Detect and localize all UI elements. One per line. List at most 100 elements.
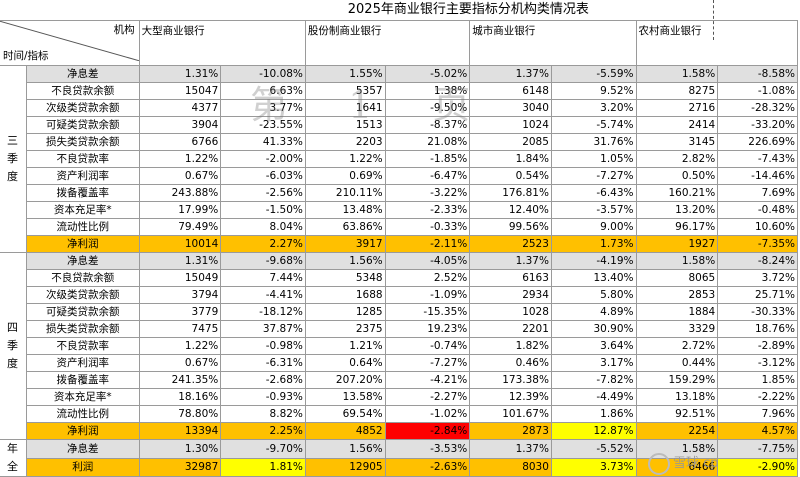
change-cell: 8.04% (220, 218, 306, 236)
change-cell: 3.73% (550, 457, 637, 477)
value-cell: 13394 (138, 422, 222, 440)
change-cell: -0.93% (220, 388, 306, 406)
indicator-label: 拨备覆盖率 (25, 184, 140, 202)
change-cell: 1.81% (220, 457, 306, 477)
table-row: 次级类贷款余额 3794 -4.41% 1688 -1.09% 2934 5.80% 2853… (0, 286, 798, 304)
change-cell: -14.46% (717, 167, 798, 185)
value-cell: 6766 (138, 133, 222, 151)
value-cell: 0.64% (304, 354, 386, 372)
value-cell: 8065 (635, 269, 719, 287)
change-cell: -1.09% (384, 286, 471, 304)
change-cell: -6.31% (220, 354, 306, 372)
value-cell: 1.21% (304, 337, 386, 355)
diagonal-line (0, 21, 139, 61)
change-cell: -3.53% (384, 439, 471, 459)
change-cell: 1.05% (550, 150, 637, 168)
table-row: 损失类贷款余额 6766 41.33% 2203 21.08% 2085 31.76% 314… (0, 133, 798, 151)
value-cell: 2523 (469, 235, 552, 253)
change-cell: 7.44% (220, 269, 306, 287)
indicator-label: 资本充足率* (25, 388, 140, 406)
table-row: 不良贷款率 1.22% -2.00% 1.22% -1.85% 1.84% 1.05% 2.8… (0, 150, 798, 168)
change-cell: -5.52% (550, 439, 637, 459)
change-cell: -0.74% (384, 337, 471, 355)
table-row: 四季度 净息差 1.31% -9.68% 1.56% -4.05% 1.37% -4.19% 1… (0, 252, 798, 440)
change-cell: -1.50% (220, 201, 306, 219)
table-row: 流动性比例 78.80% 8.82% 69.54% -1.02% 101.67% 1.86%… (0, 405, 798, 423)
change-cell: -4.05% (384, 252, 471, 270)
value-cell: 13.58% (304, 388, 386, 406)
change-cell: -7.75% (717, 439, 798, 459)
change-cell: -18.12% (220, 303, 306, 321)
value-cell: 3904 (138, 116, 222, 134)
value-cell: 160.21% (635, 184, 719, 202)
change-cell: -7.27% (384, 354, 471, 372)
indicator-label: 损失类贷款余额 (25, 133, 140, 151)
change-cell: -15.35% (384, 303, 471, 321)
change-cell: -9.70% (220, 439, 306, 459)
value-cell: 1.58% (635, 252, 719, 270)
value-cell: 1.84% (469, 150, 552, 168)
value-cell: 3794 (138, 286, 222, 304)
change-cell: -4.19% (550, 252, 637, 270)
value-cell: 13.18% (635, 388, 719, 406)
change-cell: -2.90% (717, 457, 798, 477)
change-cell: -6.43% (550, 184, 637, 202)
change-cell: -4.49% (550, 388, 637, 406)
change-cell: 19.23% (384, 320, 471, 338)
change-cell: 18.76% (717, 320, 798, 338)
value-cell: 2873 (469, 422, 552, 440)
indicator-label: 利润 (25, 457, 140, 477)
change-cell: 3.20% (550, 99, 637, 117)
value-cell: 17.99% (138, 201, 222, 219)
indicator-label: 不良贷款率 (25, 337, 140, 355)
indicator-label: 次级类贷款余额 (25, 99, 140, 117)
value-cell: 18.16% (138, 388, 222, 406)
value-cell: 101.67% (469, 405, 552, 423)
change-cell: -2.56% (220, 184, 306, 202)
value-cell: 3329 (635, 320, 719, 338)
change-cell: 1.38% (384, 82, 471, 100)
table-row: 流动性比例 79.49% 8.04% 63.86% -0.33% 99.56% 9.00% 9… (0, 218, 798, 236)
value-cell: 1024 (469, 116, 552, 134)
indicator-label: 流动性比例 (25, 405, 140, 423)
value-cell: 210.11% (304, 184, 386, 202)
change-cell: 30.90% (550, 320, 637, 338)
value-cell: 7475 (138, 320, 222, 338)
header-large-banks: 大型商业银行 (138, 20, 306, 66)
value-cell: 1.82% (469, 337, 552, 355)
change-cell: 9.52% (550, 82, 637, 100)
corner-label-institution: 机构 (113, 24, 135, 36)
change-cell: -1.08% (717, 82, 798, 100)
value-cell: 1285 (304, 303, 386, 321)
change-cell: 3.77% (220, 99, 306, 117)
value-cell: 2201 (469, 320, 552, 338)
value-cell: 1.56% (304, 252, 386, 270)
change-cell: -6.03% (220, 167, 306, 185)
change-cell: -5.59% (550, 65, 637, 83)
value-cell: 176.81% (469, 184, 552, 202)
change-cell: 2.27% (220, 235, 306, 253)
change-cell: 1.73% (550, 235, 637, 253)
indicator-label: 可疑类贷款余额 (25, 303, 140, 321)
change-cell: 41.33% (220, 133, 306, 151)
change-cell: -33.20% (717, 116, 798, 134)
indicator-label: 不良贷款余额 (25, 82, 140, 100)
value-cell: 3917 (304, 235, 386, 253)
change-cell: -2.63% (384, 457, 471, 477)
value-cell: 12.40% (469, 201, 552, 219)
change-cell: 8.82% (220, 405, 306, 423)
change-cell: 226.69% (717, 133, 798, 151)
change-cell: 25.71% (717, 286, 798, 304)
change-cell: 37.87% (220, 320, 306, 338)
indicator-label: 净息差 (25, 252, 140, 270)
indicator-label: 资产利润率 (25, 167, 140, 185)
indicator-label: 流动性比例 (25, 218, 140, 236)
table-row: 年全 净息差 1.30% -9.70% 1.56% -3.53% 1.37% -5.52% 1.… (0, 439, 798, 477)
value-cell: 1.37% (469, 252, 552, 270)
value-cell: 2085 (469, 133, 552, 151)
value-cell: 3779 (138, 303, 222, 321)
table-row: 不良贷款率 1.22% -0.98% 1.21% -0.74% 1.82% 3.64% 2.7… (0, 337, 798, 355)
value-cell: 173.38% (469, 371, 552, 389)
change-cell: 9.00% (550, 218, 637, 236)
